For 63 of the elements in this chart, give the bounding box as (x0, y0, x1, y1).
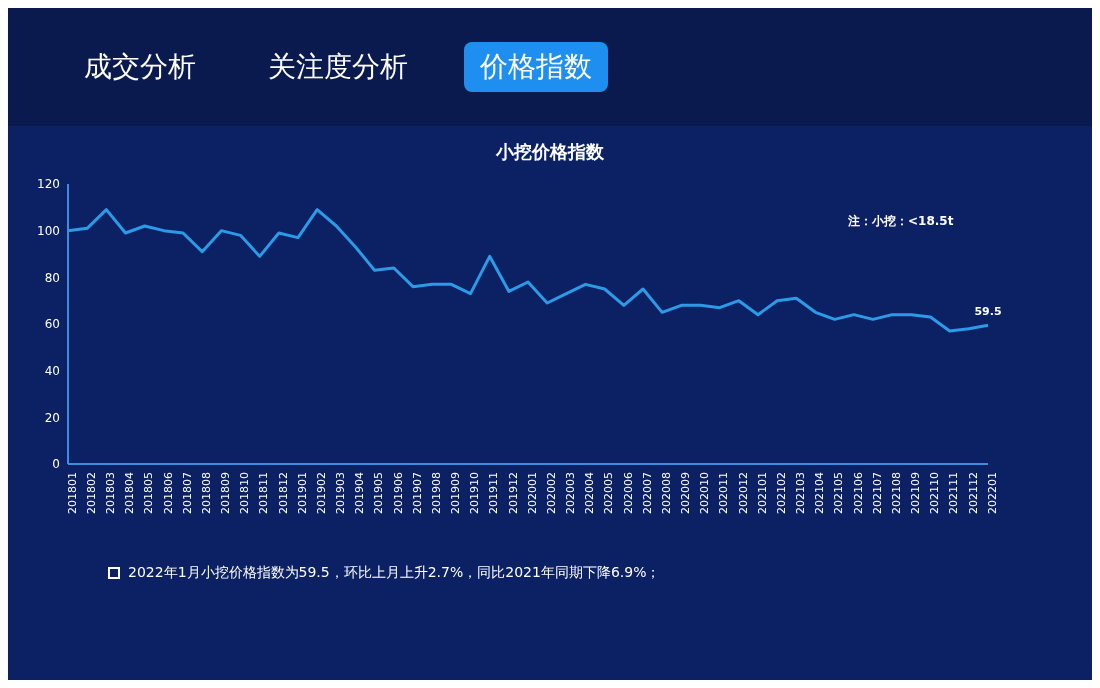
x-tick-label: 201811 (257, 472, 271, 514)
y-tick-label: 120 (37, 177, 60, 192)
x-tick-label: 202104 (813, 472, 827, 514)
y-tick-label: 60 (44, 317, 60, 332)
x-tick-label: 201801 (65, 472, 79, 514)
x-tick-label: 201901 (295, 472, 309, 514)
x-tick-label: 201802 (84, 472, 98, 514)
text: 关注度分析 (267, 49, 409, 85)
x-tick-label: 202106 (851, 472, 865, 514)
x-tick-label: 201904 (353, 472, 367, 514)
x-tick-label: 202008 (659, 472, 673, 514)
x-tick-label: 202201 (985, 472, 999, 514)
x-tick-label: 201902 (314, 472, 328, 514)
x-tick-label: 201807 (180, 472, 194, 514)
x-tick-label: 202002 (544, 472, 558, 514)
x-tick-label: 201810 (238, 472, 252, 514)
x-tick-label: 202111 (947, 472, 961, 514)
x-tick-label: 202010 (698, 472, 712, 514)
x-tick-label: 201808 (199, 472, 213, 514)
text: 成交分析 (83, 49, 197, 85)
x-tick-label: 201907 (410, 472, 424, 514)
x-tick-label: 201912 (506, 472, 520, 514)
x-tick-label: 202112 (966, 472, 980, 514)
x-tick-label: 201906 (391, 472, 405, 514)
x-tick-label: 202107 (870, 472, 884, 514)
x-tick-label: 202102 (774, 472, 788, 514)
annotation: 注：小挖：<18.5t (848, 213, 954, 230)
x-tick-label: 201905 (372, 472, 386, 514)
x-tick-label: 201804 (123, 472, 137, 514)
x-tick-label: 201911 (487, 472, 501, 514)
y-tick-label: 80 (44, 270, 60, 285)
x-tick-label: 201812 (276, 472, 290, 514)
x-tick-label: 201803 (104, 472, 118, 514)
x-tick-label: 202109 (909, 472, 923, 514)
x-tick-label: 202011 (717, 472, 731, 514)
x-tick-label: 201805 (142, 472, 156, 514)
y-tick-label: 0 (52, 457, 60, 472)
x-tick-label: 202110 (928, 472, 942, 514)
x-tick-label: 202101 (755, 472, 769, 514)
y-tick-label: 40 (44, 363, 60, 378)
x-tick-label: 201903 (334, 472, 348, 514)
text: 价格指数 (464, 42, 608, 92)
x-tick-label: 202009 (679, 472, 693, 514)
x-tick-label: 201809 (219, 472, 233, 514)
y-tick-label: 100 (37, 223, 60, 238)
x-tick-label: 202108 (889, 472, 903, 514)
x-tick-label: 202103 (794, 472, 808, 514)
x-tick-label: 202006 (621, 472, 635, 514)
x-tick-label: 202012 (736, 472, 750, 514)
text: 2022年1月小挖价格指数为59.5，环比上月上升2.7%，同比2021年同期下降6.9%； (128, 564, 661, 582)
data-label: 59.5 (974, 305, 1002, 319)
x-tick-label: 202005 (602, 472, 616, 514)
x-tick-label: 202003 (564, 472, 578, 514)
x-tick-label: 201806 (161, 472, 175, 514)
x-tick-label: 202105 (832, 472, 846, 514)
chart-title: 小挖价格指数 (495, 140, 605, 164)
x-tick-label: 202001 (525, 472, 539, 514)
y-tick-label: 20 (44, 410, 60, 425)
x-tick-label: 201909 (449, 472, 463, 514)
x-tick-label: 202004 (583, 472, 597, 514)
x-tick-label: 201910 (468, 472, 482, 514)
x-tick-label: 202007 (640, 472, 654, 514)
x-tick-label: 201908 (429, 472, 443, 514)
